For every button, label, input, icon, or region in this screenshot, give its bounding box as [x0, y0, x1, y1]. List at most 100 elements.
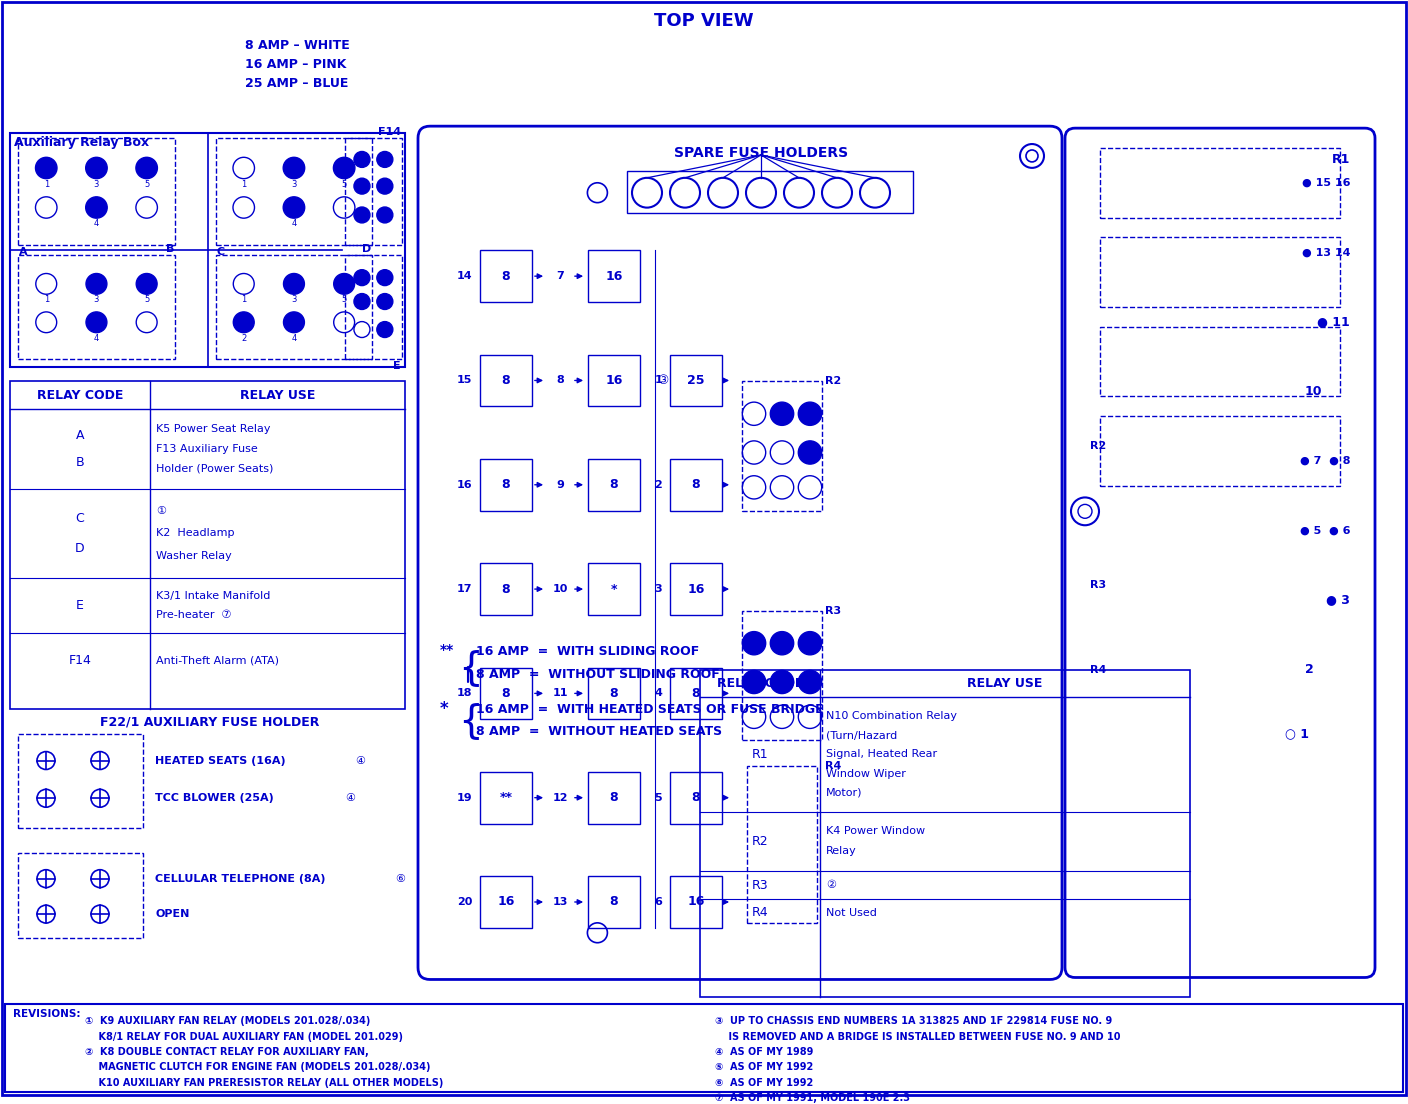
Text: ⑥: ⑥	[396, 873, 406, 883]
Text: F13 Auxiliary Fuse: F13 Auxiliary Fuse	[156, 444, 258, 454]
Bar	[1100, 148, 1340, 217]
Bar	[700, 669, 1190, 997]
Text: 16: 16	[605, 269, 622, 283]
Circle shape	[377, 294, 393, 309]
Bar	[589, 563, 641, 615]
Circle shape	[35, 157, 56, 179]
Text: MAGNETIC CLUTCH FOR ENGINE FAN (MODELS 201.028/.034): MAGNETIC CLUTCH FOR ENGINE FAN (MODELS 2…	[84, 1062, 431, 1072]
Text: 3: 3	[291, 180, 297, 189]
Text: *: *	[611, 583, 617, 595]
Text: IS REMOVED AND A BRIDGE IS INSTALLED BETWEEN FUSE NO. 9 AND 10: IS REMOVED AND A BRIDGE IS INSTALLED BET…	[715, 1031, 1121, 1042]
Text: D: D	[75, 542, 84, 555]
Text: {: {	[458, 648, 483, 687]
Bar	[748, 766, 817, 923]
Circle shape	[353, 151, 370, 168]
Text: 8: 8	[501, 583, 510, 595]
Text: Relay: Relay	[826, 847, 856, 857]
Bar	[589, 459, 641, 510]
Text: ● 7  ● 8: ● 7 ● 8	[1300, 456, 1350, 466]
Bar	[670, 772, 722, 824]
Circle shape	[798, 402, 822, 425]
Circle shape	[283, 274, 304, 295]
Text: 13: 13	[552, 896, 567, 907]
Text: 5: 5	[655, 793, 662, 803]
Text: 8: 8	[691, 792, 700, 804]
Circle shape	[377, 269, 393, 286]
Text: 16: 16	[497, 895, 515, 909]
Text: **: **	[439, 643, 455, 657]
Text: C: C	[76, 512, 84, 526]
Text: 10: 10	[552, 584, 567, 594]
Text: ● 13 14: ● 13 14	[1301, 247, 1350, 257]
Bar	[480, 563, 532, 615]
Bar	[589, 251, 641, 302]
Text: 5: 5	[342, 295, 346, 305]
Text: 8: 8	[501, 478, 510, 491]
Text: RELAY USE: RELAY USE	[239, 389, 315, 402]
Text: 2: 2	[655, 480, 662, 490]
Text: F14: F14	[377, 127, 401, 137]
Text: 14: 14	[456, 272, 472, 282]
Text: (Turn/Hazard: (Turn/Hazard	[826, 731, 897, 741]
Circle shape	[283, 157, 304, 179]
Text: ④: ④	[355, 755, 365, 765]
Bar	[627, 171, 912, 213]
Text: 1: 1	[241, 180, 246, 189]
Circle shape	[353, 294, 370, 309]
Text: 8: 8	[691, 687, 700, 700]
Text: 11: 11	[552, 689, 567, 699]
Text: R1: R1	[1332, 153, 1350, 166]
Bar	[480, 354, 532, 406]
Text: 9: 9	[556, 480, 565, 490]
Text: {: {	[458, 702, 483, 740]
Text: 16: 16	[687, 583, 704, 595]
Bar	[670, 877, 722, 927]
Text: CELLULAR TELEPHONE (8A): CELLULAR TELEPHONE (8A)	[155, 873, 325, 883]
Text: Window Wiper: Window Wiper	[826, 768, 905, 778]
Text: Not Used: Not Used	[826, 907, 877, 917]
Text: F22/1 AUXILIARY FUSE HOLDER: F22/1 AUXILIARY FUSE HOLDER	[100, 715, 320, 729]
Circle shape	[353, 178, 370, 194]
Text: C: C	[217, 247, 225, 257]
Text: 1: 1	[655, 375, 662, 385]
Text: K3/1 Intake Manifold: K3/1 Intake Manifold	[156, 592, 270, 602]
Bar	[10, 134, 406, 367]
Text: R1: R1	[752, 749, 769, 761]
Text: 4: 4	[655, 689, 662, 699]
Text: RELAY USE: RELAY USE	[967, 677, 1043, 690]
Text: ①  K9 AUXILIARY FAN RELAY (MODELS 201.028/.034): ① K9 AUXILIARY FAN RELAY (MODELS 201.028…	[84, 1016, 370, 1027]
Text: A: A	[18, 247, 28, 257]
Circle shape	[377, 321, 393, 338]
Text: 1: 1	[44, 295, 49, 305]
Bar	[480, 877, 532, 927]
Bar	[1100, 327, 1340, 396]
Text: 8: 8	[691, 478, 700, 491]
Text: 8 AMP  =  WITHOUT SLIDING ROOF: 8 AMP = WITHOUT SLIDING ROOF	[476, 668, 719, 681]
Bar	[670, 459, 722, 510]
Text: Auxiliary Relay Box: Auxiliary Relay Box	[14, 136, 149, 149]
Text: HEATED SEATS (16A): HEATED SEATS (16A)	[155, 755, 286, 765]
Bar	[1100, 416, 1340, 486]
Text: R4: R4	[825, 762, 842, 772]
Text: ②  K8 DOUBLE CONTACT RELAY FOR AUXILIARY FAN,: ② K8 DOUBLE CONTACT RELAY FOR AUXILIARY …	[84, 1047, 369, 1057]
Circle shape	[137, 274, 158, 295]
Bar	[589, 772, 641, 824]
Bar	[215, 255, 372, 359]
Text: 5: 5	[144, 180, 149, 189]
Text: R2: R2	[1090, 440, 1107, 452]
Text: 4: 4	[291, 333, 297, 342]
Text: B: B	[76, 456, 84, 469]
Bar	[742, 382, 822, 510]
Text: 4: 4	[94, 220, 99, 229]
Text: ⑤  AS OF MY 1992: ⑤ AS OF MY 1992	[715, 1062, 814, 1072]
Text: *: *	[439, 700, 449, 719]
Text: 1: 1	[44, 180, 49, 189]
Text: 7: 7	[556, 272, 563, 282]
Circle shape	[377, 178, 393, 194]
Text: Anti-Theft Alarm (ATA): Anti-Theft Alarm (ATA)	[156, 655, 279, 665]
Bar	[480, 251, 532, 302]
Text: ● 11: ● 11	[1318, 316, 1350, 328]
Text: 17: 17	[456, 584, 472, 594]
Bar	[670, 354, 722, 406]
Text: 20: 20	[456, 896, 472, 907]
